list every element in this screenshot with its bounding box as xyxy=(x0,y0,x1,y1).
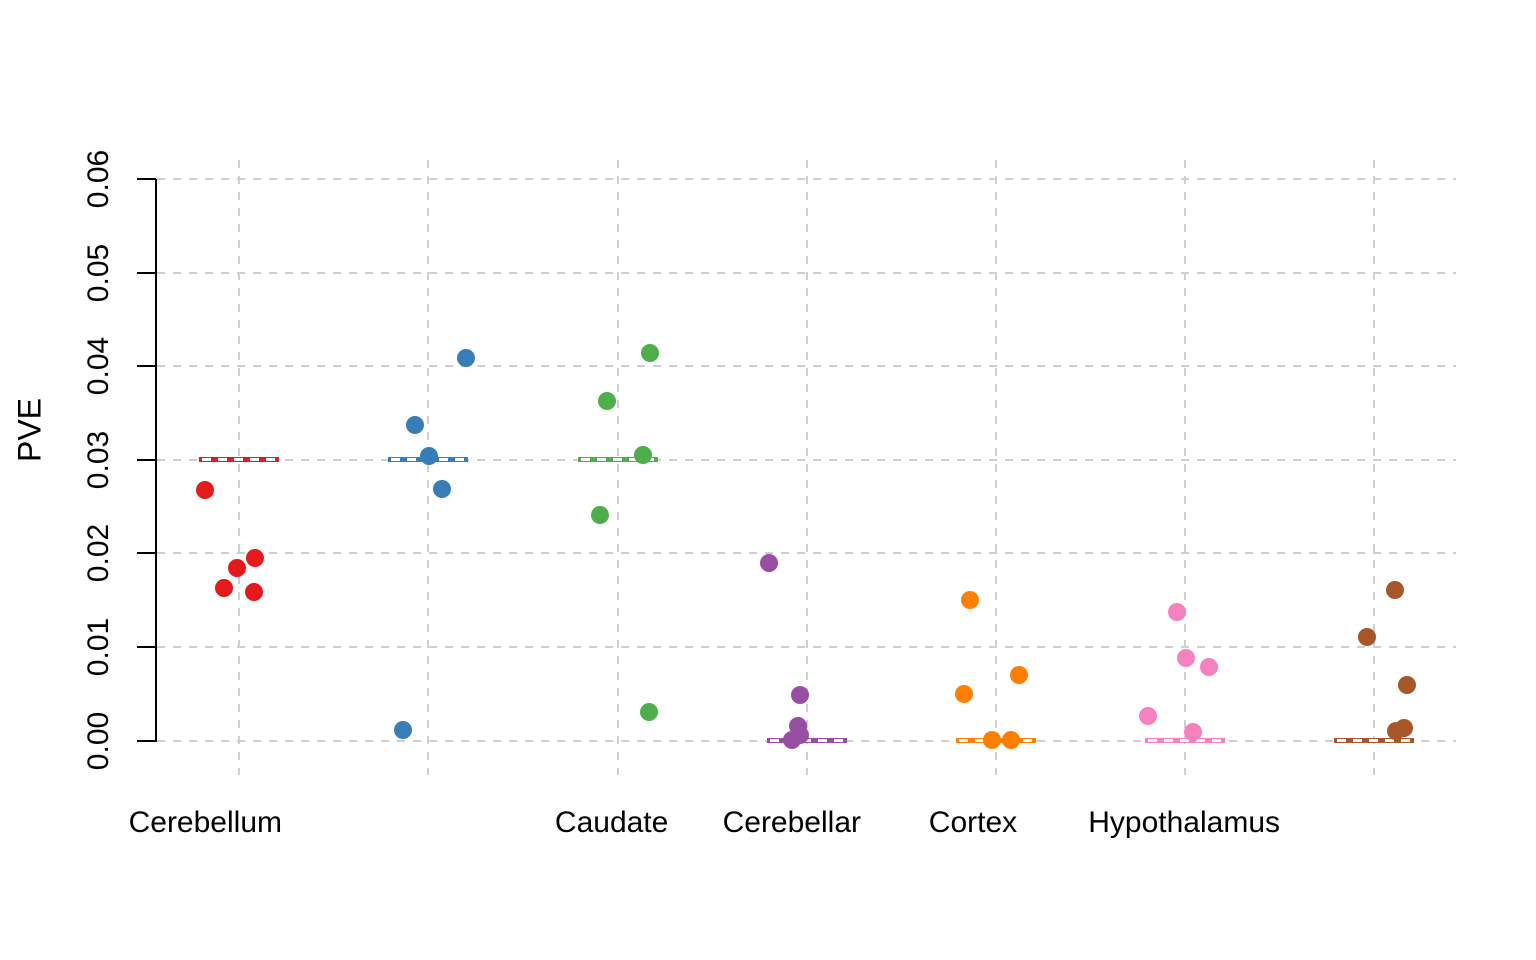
data-point xyxy=(228,559,247,578)
data-point xyxy=(960,591,979,610)
data-point xyxy=(394,721,413,740)
x-category-label: Cerebellum xyxy=(128,806,282,839)
data-point xyxy=(597,391,616,410)
data-point xyxy=(1387,722,1406,741)
reference-line xyxy=(199,457,280,463)
y-tick-label: 0.06 xyxy=(82,149,115,209)
y-axis-tick xyxy=(137,458,156,461)
y-axis-tick xyxy=(137,271,156,274)
vertical-gridline xyxy=(805,160,808,775)
y-axis-tick xyxy=(137,178,156,181)
y-axis-tick xyxy=(137,365,156,368)
y-tick-label: 0.01 xyxy=(82,617,115,677)
data-point xyxy=(782,730,801,749)
data-point xyxy=(246,549,265,568)
data-point xyxy=(1386,580,1405,599)
data-point xyxy=(1200,657,1219,676)
y-tick-label: 0.03 xyxy=(82,430,115,490)
reference-line-dashes xyxy=(1337,739,1412,743)
data-point xyxy=(1009,666,1028,685)
y-tick-label: 0.04 xyxy=(82,337,115,396)
data-point xyxy=(196,480,215,499)
x-category-label: Hypothalamus xyxy=(1088,806,1281,839)
vertical-gridline xyxy=(1184,160,1187,775)
data-point xyxy=(590,506,609,525)
data-point xyxy=(215,579,234,598)
y-axis-title: PVE xyxy=(11,397,48,463)
data-point xyxy=(406,416,425,435)
reference-line xyxy=(1145,738,1226,744)
y-axis-tick xyxy=(137,552,156,555)
x-category-label: Caudate xyxy=(554,806,669,839)
reference-line-dashes xyxy=(580,458,655,462)
data-point xyxy=(420,447,439,466)
y-axis-line xyxy=(155,179,157,742)
vertical-gridline xyxy=(616,160,619,775)
data-point xyxy=(1398,676,1417,695)
x-category-label: Cerebellar xyxy=(722,806,861,839)
data-point xyxy=(790,685,809,704)
data-point xyxy=(1168,603,1187,622)
reference-line-dashes xyxy=(202,458,277,462)
data-point xyxy=(639,702,658,721)
reference-line xyxy=(577,457,658,463)
vertical-gridline xyxy=(994,160,997,775)
reference-line-dashes xyxy=(1148,739,1223,743)
data-point xyxy=(1139,707,1158,726)
data-point xyxy=(759,553,778,572)
data-point xyxy=(640,344,659,363)
data-point xyxy=(1177,649,1196,668)
reference-line xyxy=(1334,738,1415,744)
data-point xyxy=(1184,723,1203,742)
y-tick-label: 0.02 xyxy=(82,524,115,583)
y-axis-tick xyxy=(137,646,156,649)
data-point xyxy=(245,582,264,601)
data-point xyxy=(954,684,973,703)
vertical-gridline xyxy=(1373,160,1376,775)
vertical-gridline xyxy=(238,160,241,775)
data-point xyxy=(1001,730,1020,749)
vertical-gridline xyxy=(427,160,430,775)
y-tick-label: 0.05 xyxy=(82,243,115,302)
x-category-label: Cortex xyxy=(928,806,1018,839)
data-point xyxy=(1358,627,1377,646)
data-point xyxy=(457,348,476,367)
y-axis-tick xyxy=(137,739,156,742)
data-point xyxy=(982,730,1001,749)
y-tick-label: 0.00 xyxy=(82,711,115,770)
data-point xyxy=(433,479,452,498)
data-point xyxy=(633,446,652,465)
